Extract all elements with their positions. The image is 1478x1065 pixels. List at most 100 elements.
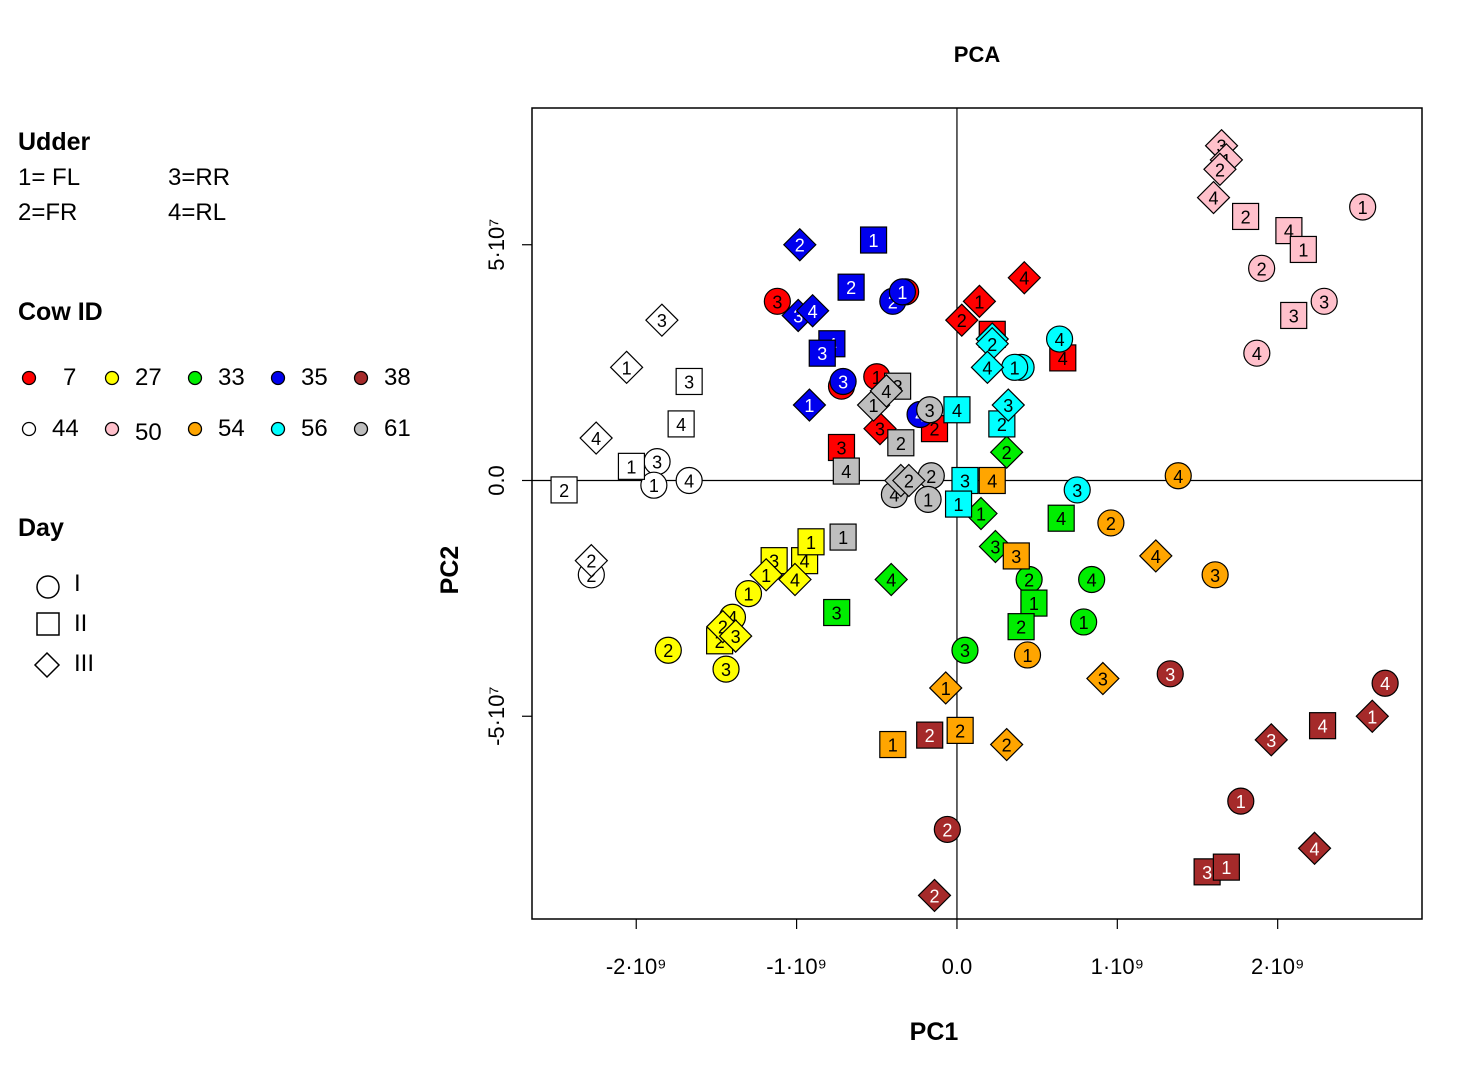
- data-point: 2: [782, 227, 817, 262]
- point-marker-circle: [712, 655, 740, 683]
- data-point: 3: [1310, 287, 1338, 315]
- point-marker-circle: [1063, 476, 1091, 504]
- point-label: 4: [1380, 674, 1390, 694]
- cow-legend-label: 50: [135, 419, 162, 446]
- point-marker-square: [829, 523, 857, 551]
- point-marker-square: [808, 339, 836, 367]
- point-marker-square: [859, 226, 888, 254]
- point-marker-square: [887, 429, 915, 457]
- data-point: 2: [891, 463, 926, 498]
- point-marker-diamond: [778, 562, 812, 597]
- data-point: 4: [795, 293, 830, 328]
- data-point: 1: [1013, 641, 1042, 669]
- data-point: 3: [827, 433, 856, 462]
- data-point: 4: [1371, 669, 1399, 697]
- point-label: 1: [941, 679, 951, 699]
- y-axis: -5·10⁷ 0.0 5·10⁷: [484, 219, 532, 746]
- point-label: 4: [982, 358, 992, 378]
- day-legend-item: III: [74, 650, 95, 677]
- point-label: 3: [1202, 863, 1212, 883]
- x-tick-label: 0.0: [942, 954, 973, 979]
- point-label: 3: [1266, 731, 1276, 751]
- point-label: 1: [974, 292, 984, 312]
- data-point: 2: [917, 462, 945, 490]
- data-point: 3: [916, 396, 944, 424]
- point-label: 1: [626, 457, 636, 477]
- point-label: 4: [952, 401, 962, 421]
- x-axis-label: PC1: [910, 1018, 959, 1046]
- point-label: 3: [1165, 665, 1175, 685]
- point-marker-square: [1007, 613, 1035, 641]
- cow-color-swatch: [104, 421, 120, 442]
- point-marker-diamond: [749, 557, 783, 592]
- point-marker-diamond: [1355, 699, 1390, 734]
- point-label: 4: [1318, 717, 1328, 737]
- point-label: 2: [957, 311, 967, 331]
- data-point: 4: [778, 562, 812, 597]
- point-label: 4: [1173, 467, 1183, 487]
- point-label: 3: [731, 627, 741, 647]
- point-label: 2: [1002, 736, 1012, 756]
- cow-color-swatch: [104, 370, 120, 391]
- data-point: 2: [916, 721, 944, 749]
- data-point: 4: [675, 466, 703, 495]
- point-marker-square: [1212, 853, 1240, 881]
- point-label: 1: [1367, 707, 1377, 727]
- data-point: 4: [874, 562, 909, 597]
- point-label: 2: [888, 292, 898, 312]
- data-point: 4: [667, 410, 695, 438]
- point-label: 4: [790, 571, 800, 591]
- point-marker-diamond: [718, 619, 753, 653]
- data-point: 1: [1212, 853, 1240, 881]
- point-marker-circle: [1227, 787, 1255, 815]
- point-label: 1: [838, 528, 848, 548]
- data-point: 2: [946, 716, 974, 744]
- point-label: 2: [586, 552, 596, 572]
- point-label: 1: [1358, 198, 1368, 218]
- cow-legend-label: 56: [301, 415, 328, 442]
- point-marker-circle: [1013, 641, 1042, 669]
- data-point: 1: [1020, 589, 1048, 617]
- data-point: 3: [645, 303, 679, 338]
- point-label: 2: [715, 632, 725, 652]
- data-point: 3: [763, 287, 791, 315]
- data-point: 4: [1308, 712, 1337, 740]
- data-point: 4: [1196, 180, 1231, 215]
- point-marker-circle: [734, 580, 763, 608]
- point-label: 4: [1209, 189, 1219, 209]
- data-point: 2: [1248, 254, 1276, 282]
- data-point: 2: [1007, 613, 1035, 641]
- point-label: 4: [684, 471, 694, 491]
- point-marker-square: [944, 490, 973, 518]
- point-label: 3: [838, 372, 848, 392]
- point-marker-diamond: [574, 543, 609, 578]
- point-label: 1: [622, 358, 632, 378]
- data-point: 4: [1007, 260, 1042, 295]
- cow-legend-label: 38: [384, 364, 411, 391]
- point-label: 1: [1298, 240, 1308, 260]
- point-label: 4: [727, 608, 737, 628]
- point-label: 1: [1023, 646, 1033, 666]
- point-marker-diamond: [609, 350, 644, 385]
- point-marker-diamond: [1254, 722, 1289, 757]
- point-label: 2: [942, 820, 952, 840]
- point-label: 3: [925, 401, 935, 421]
- cow-legend-title: Cow ID: [18, 298, 103, 326]
- point-label: 3: [960, 641, 970, 661]
- data-point: 3: [808, 339, 836, 367]
- point-marker-square: [675, 367, 703, 396]
- point-label: 3: [836, 438, 846, 458]
- data-point: 2: [837, 273, 865, 301]
- point-marker-circle: [951, 636, 979, 664]
- cow-legend-label: 27: [135, 364, 162, 391]
- point-label: 1: [976, 505, 986, 525]
- data-point: 1: [797, 528, 825, 556]
- point-label: 1: [1079, 613, 1089, 633]
- point-marker-square: [1308, 712, 1337, 740]
- cow-legend-label: 7: [63, 364, 77, 391]
- data-point: 3: [1156, 660, 1184, 688]
- point-label: 2: [795, 236, 805, 256]
- point-marker-circle: [933, 815, 961, 844]
- udder-legend-item: 3=RR: [168, 164, 231, 191]
